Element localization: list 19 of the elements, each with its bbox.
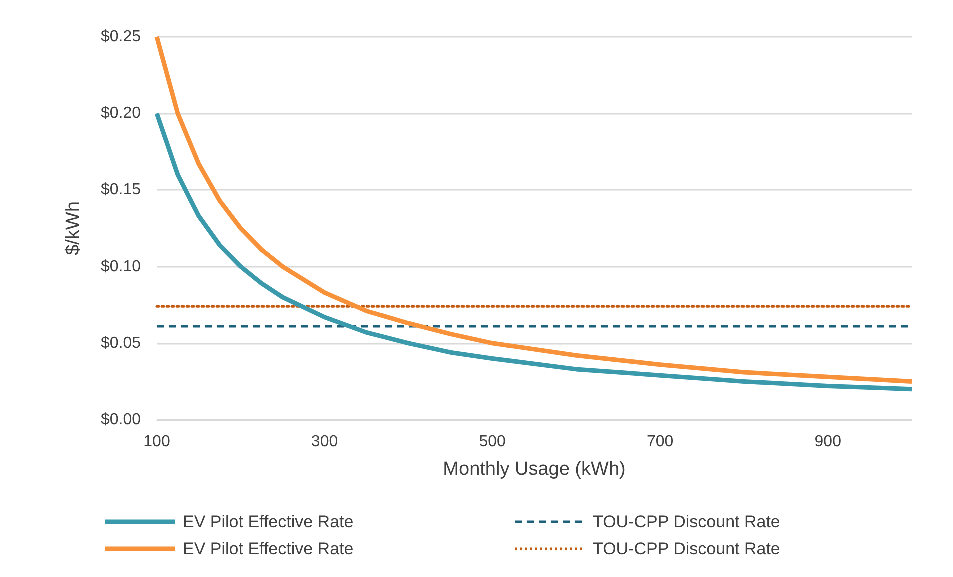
x-axis-title: Monthly Usage (kWh): [443, 459, 626, 480]
line-series: [154, 34, 914, 384]
x-tick-label: 500: [479, 434, 506, 450]
line-series: [154, 111, 914, 392]
legend-label: EV Pilot Effective Rate: [183, 540, 354, 558]
y-tick-label: $0.15: [100, 182, 142, 199]
x-tick-label: 900: [814, 434, 842, 450]
y-tick-label: $0.05: [100, 334, 142, 352]
x-tick-label: 300: [311, 434, 338, 450]
legend-label: TOU-CPP Discount Rate: [593, 540, 780, 558]
legend-label: TOU-CPP Discount Rate: [593, 512, 780, 532]
y-tick-label: $0.25: [100, 28, 142, 46]
legend-label: EV Pilot Effective Rate: [183, 512, 354, 532]
y-tick-label: $0.10: [100, 258, 142, 276]
x-tick-label: 700: [646, 434, 674, 450]
x-tick-label: 100: [144, 434, 170, 450]
y-axis-title: $/kWh: [63, 202, 84, 256]
y-tick-label: $0.00: [100, 412, 142, 428]
y-tick-label: $0.20: [100, 105, 142, 122]
